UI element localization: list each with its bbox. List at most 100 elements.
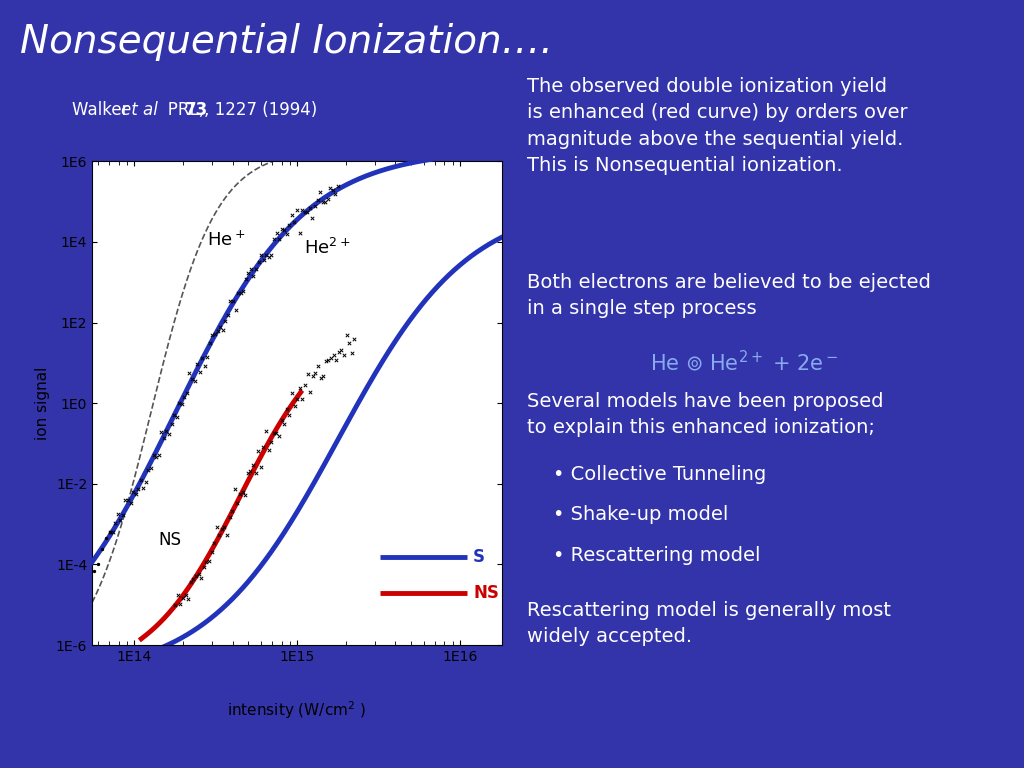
- Text: Several models have been proposed
to explain this enhanced ionization;: Several models have been proposed to exp…: [527, 392, 884, 437]
- Point: [130, 483, 146, 495]
- Point: [211, 529, 227, 541]
- Point: [243, 263, 259, 276]
- Point: [125, 486, 141, 498]
- Point: [210, 325, 226, 337]
- Point: [248, 263, 264, 276]
- Point: [230, 286, 247, 299]
- Point: [78, 568, 94, 580]
- Point: [231, 488, 248, 500]
- Point: [206, 537, 222, 549]
- Point: [120, 495, 136, 507]
- Point: [299, 207, 315, 219]
- Point: [284, 387, 300, 399]
- Point: [304, 212, 321, 224]
- Point: [204, 545, 220, 558]
- Point: [258, 425, 274, 437]
- Point: [338, 329, 354, 341]
- Point: [196, 561, 212, 573]
- Point: [260, 443, 276, 455]
- Point: [243, 465, 259, 477]
- Point: [263, 248, 280, 260]
- Point: [200, 351, 216, 363]
- Point: [101, 526, 118, 538]
- Point: [185, 572, 202, 584]
- Point: [271, 233, 288, 245]
- Point: [45, 613, 61, 625]
- Point: [314, 196, 331, 208]
- Point: [156, 432, 172, 444]
- Point: [57, 599, 74, 611]
- Point: [226, 482, 243, 495]
- Point: [268, 227, 285, 239]
- Point: [297, 206, 313, 218]
- Point: [346, 333, 362, 345]
- Point: [172, 598, 188, 611]
- Point: [246, 270, 262, 283]
- Point: [86, 564, 102, 577]
- Point: [227, 303, 244, 316]
- Point: [193, 572, 209, 584]
- Point: [178, 387, 195, 399]
- Point: [127, 488, 143, 500]
- Point: [106, 517, 123, 529]
- Point: [343, 347, 359, 359]
- Point: [302, 202, 318, 214]
- Point: [151, 449, 167, 461]
- Point: [187, 571, 204, 583]
- Point: [325, 184, 341, 197]
- Point: [112, 514, 128, 526]
- Point: [117, 494, 133, 506]
- Point: [168, 411, 184, 423]
- Point: [236, 285, 252, 297]
- Point: [240, 467, 256, 479]
- Point: [214, 523, 230, 535]
- Point: [287, 400, 303, 412]
- Point: [279, 402, 295, 415]
- Point: [170, 589, 186, 601]
- Point: [289, 393, 305, 406]
- Text: He $\circledcirc$ He$^{2+}$ + 2e$^-$: He $\circledcirc$ He$^{2+}$ + 2e$^-$: [650, 349, 839, 375]
- Point: [276, 418, 293, 430]
- Point: [173, 397, 189, 409]
- Point: [191, 366, 208, 378]
- Point: [256, 254, 272, 266]
- Text: He$^+$: He$^+$: [207, 230, 246, 250]
- Point: [328, 354, 344, 366]
- Point: [217, 315, 233, 327]
- Point: [232, 286, 249, 299]
- Point: [166, 409, 182, 421]
- Point: [158, 425, 174, 437]
- Point: [137, 476, 154, 488]
- Point: [140, 464, 157, 476]
- Point: [189, 358, 206, 370]
- Point: [336, 349, 352, 361]
- Point: [292, 227, 308, 240]
- Point: [90, 558, 106, 570]
- Point: [331, 346, 347, 358]
- Point: [212, 321, 228, 333]
- Point: [302, 386, 318, 399]
- Point: [195, 352, 211, 364]
- Point: [317, 355, 334, 367]
- Text: Both electrons are believed to be ejected
in a single step process: Both electrons are believed to be ejecte…: [527, 273, 931, 318]
- Point: [245, 459, 261, 472]
- Point: [309, 194, 326, 207]
- Point: [183, 373, 200, 386]
- Point: [209, 521, 225, 534]
- Point: [319, 192, 336, 204]
- Text: Nonsequential Ionization….: Nonsequential Ionization….: [20, 23, 553, 61]
- Text: • Rescattering model: • Rescattering model: [553, 546, 761, 565]
- Point: [225, 295, 242, 307]
- Point: [268, 426, 285, 439]
- Point: [321, 354, 337, 366]
- Point: [186, 375, 203, 387]
- Point: [279, 227, 295, 240]
- Point: [197, 360, 213, 372]
- Point: [287, 216, 303, 228]
- Point: [181, 367, 198, 379]
- Point: [261, 251, 278, 263]
- Point: [312, 372, 329, 385]
- Point: [263, 435, 280, 448]
- Point: [282, 409, 298, 421]
- Point: [215, 323, 231, 336]
